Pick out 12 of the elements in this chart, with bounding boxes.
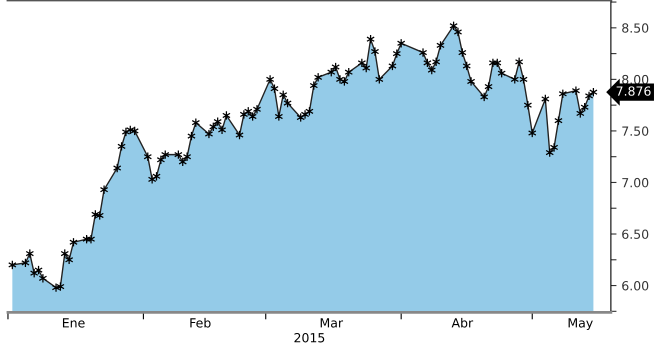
x-tick-label: Abr — [452, 318, 474, 328]
x-tick-label: May — [568, 318, 593, 330]
x-axis-title: 2015 — [294, 333, 324, 342]
y-tick-label: 6.50 — [622, 229, 648, 239]
y-tick-label: 7.00 — [622, 178, 648, 188]
y-tick-label: 8.50 — [622, 23, 648, 33]
x-tick-label: Feb — [190, 318, 211, 328]
x-tick-label: Mar — [320, 318, 344, 328]
annotation: 7.876 — [616, 86, 651, 96]
x-tick-label: Ene — [62, 318, 85, 328]
y-tick-label: 6.00 — [622, 281, 648, 290]
y-tick-label: 7.50 — [622, 126, 648, 136]
